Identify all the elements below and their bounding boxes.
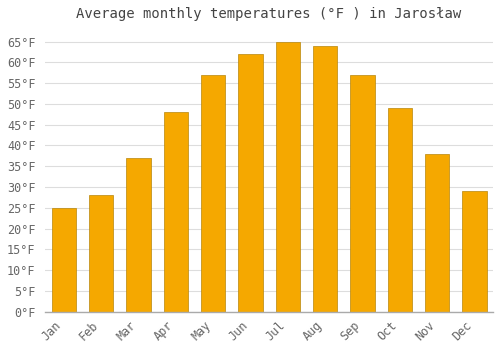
Bar bbox=[425, 154, 449, 312]
Bar bbox=[126, 158, 150, 312]
Title: Average monthly temperatures (°F ) in Jarosław: Average monthly temperatures (°F ) in Ja… bbox=[76, 7, 462, 21]
Bar bbox=[276, 42, 300, 312]
Bar bbox=[388, 108, 412, 312]
Bar bbox=[462, 191, 486, 312]
Bar bbox=[238, 54, 262, 312]
Bar bbox=[52, 208, 76, 312]
Bar bbox=[164, 112, 188, 312]
Bar bbox=[201, 75, 226, 312]
Bar bbox=[313, 46, 337, 312]
Bar bbox=[89, 195, 114, 312]
Bar bbox=[350, 75, 374, 312]
